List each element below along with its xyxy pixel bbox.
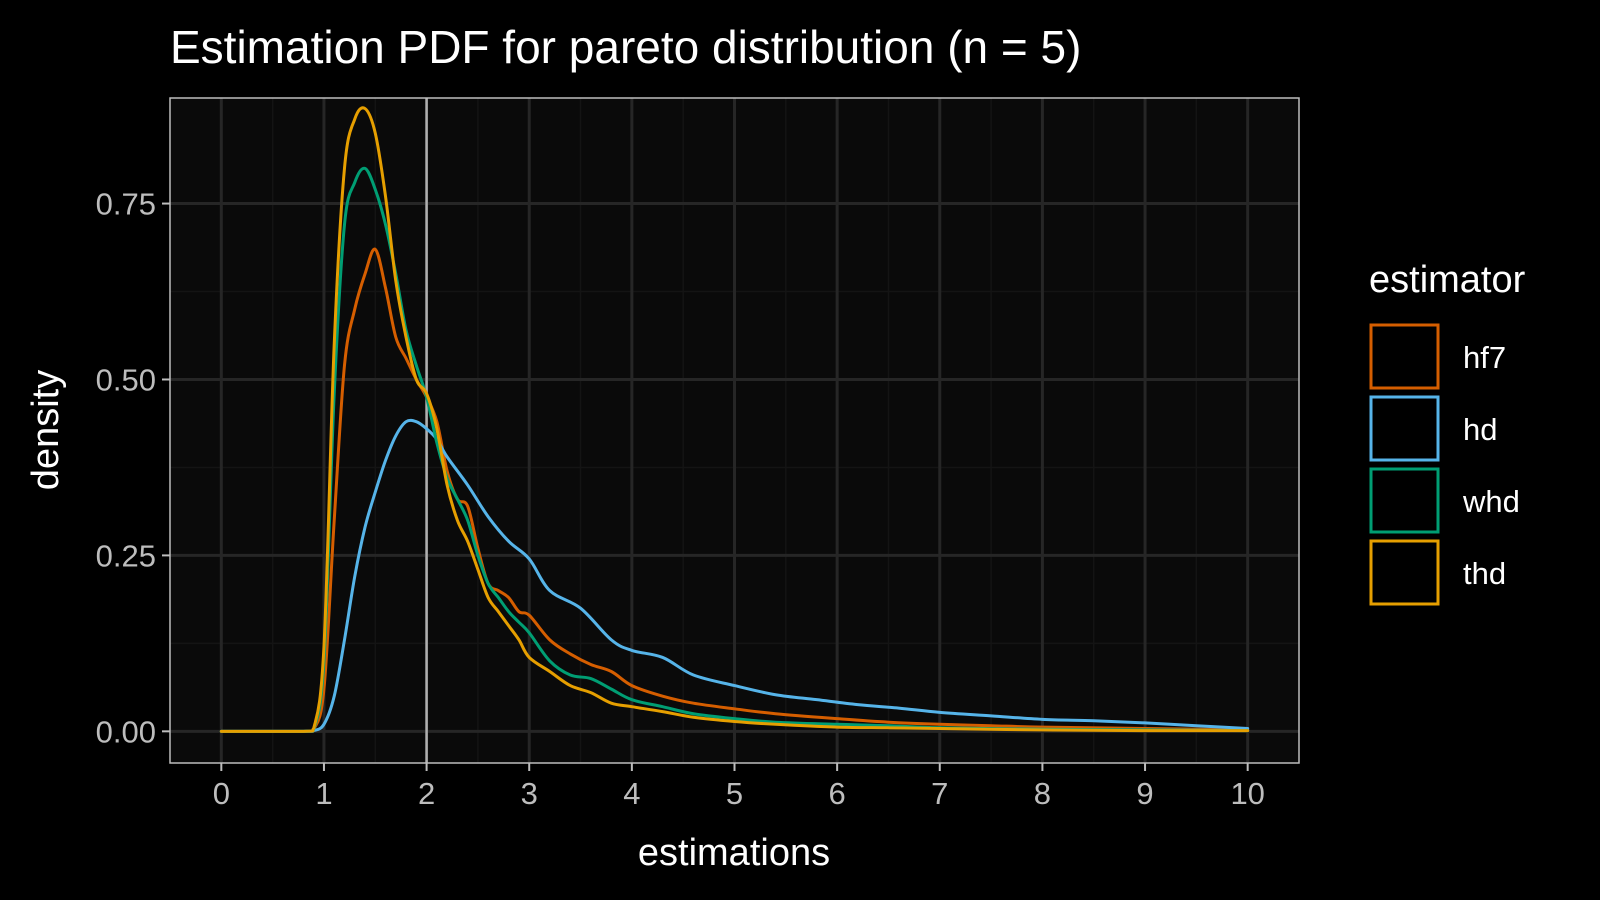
x-tick-label: 9 <box>1136 776 1153 811</box>
series-lines <box>219 106 1250 733</box>
legend-items: hf7 hd whd thd <box>1369 323 1520 606</box>
x-tick-label: 3 <box>521 776 538 811</box>
y-tick-label: 0.50 <box>96 362 156 397</box>
x-axis: 0 1 2 3 4 5 6 7 8 9 10 <box>213 763 1265 811</box>
x-tick-label: 1 <box>315 776 332 811</box>
legend-label-hf7: hf7 <box>1463 340 1506 375</box>
plot-area <box>169 97 1300 764</box>
legend-label-hd: hd <box>1463 412 1497 447</box>
legend: estimator hf7 hd whd thd <box>1369 259 1526 606</box>
legend-title: estimator <box>1369 259 1526 301</box>
chart-title: Estimation PDF for pareto distribution (… <box>170 21 1081 73</box>
legend-key-hd <box>1369 395 1440 462</box>
legend-key-thd <box>1369 539 1440 606</box>
y-tick-label: 0.00 <box>96 714 156 749</box>
y-axis: 0.00 0.25 0.50 0.75 <box>96 187 170 749</box>
x-tick-label: 2 <box>418 776 435 811</box>
y-axis-label: density <box>25 370 67 490</box>
x-tick-label: 8 <box>1034 776 1051 811</box>
series-line-hd <box>219 418 1250 733</box>
x-axis-label: estimations <box>638 832 830 874</box>
y-tick-label: 0.25 <box>96 538 156 573</box>
legend-key-hf7 <box>1369 323 1440 390</box>
x-tick-label: 7 <box>931 776 948 811</box>
legend-key-whd <box>1369 467 1440 534</box>
legend-label-whd: whd <box>1462 484 1520 519</box>
series-line-thd <box>219 106 1250 733</box>
x-tick-label: 5 <box>726 776 743 811</box>
x-tick-label: 10 <box>1230 776 1264 811</box>
y-tick-label: 0.75 <box>96 187 156 222</box>
series-line-whd <box>219 166 1250 733</box>
legend-label-thd: thd <box>1463 556 1506 591</box>
x-tick-label: 6 <box>829 776 846 811</box>
x-tick-label: 4 <box>623 776 640 811</box>
x-tick-label: 0 <box>213 776 230 811</box>
